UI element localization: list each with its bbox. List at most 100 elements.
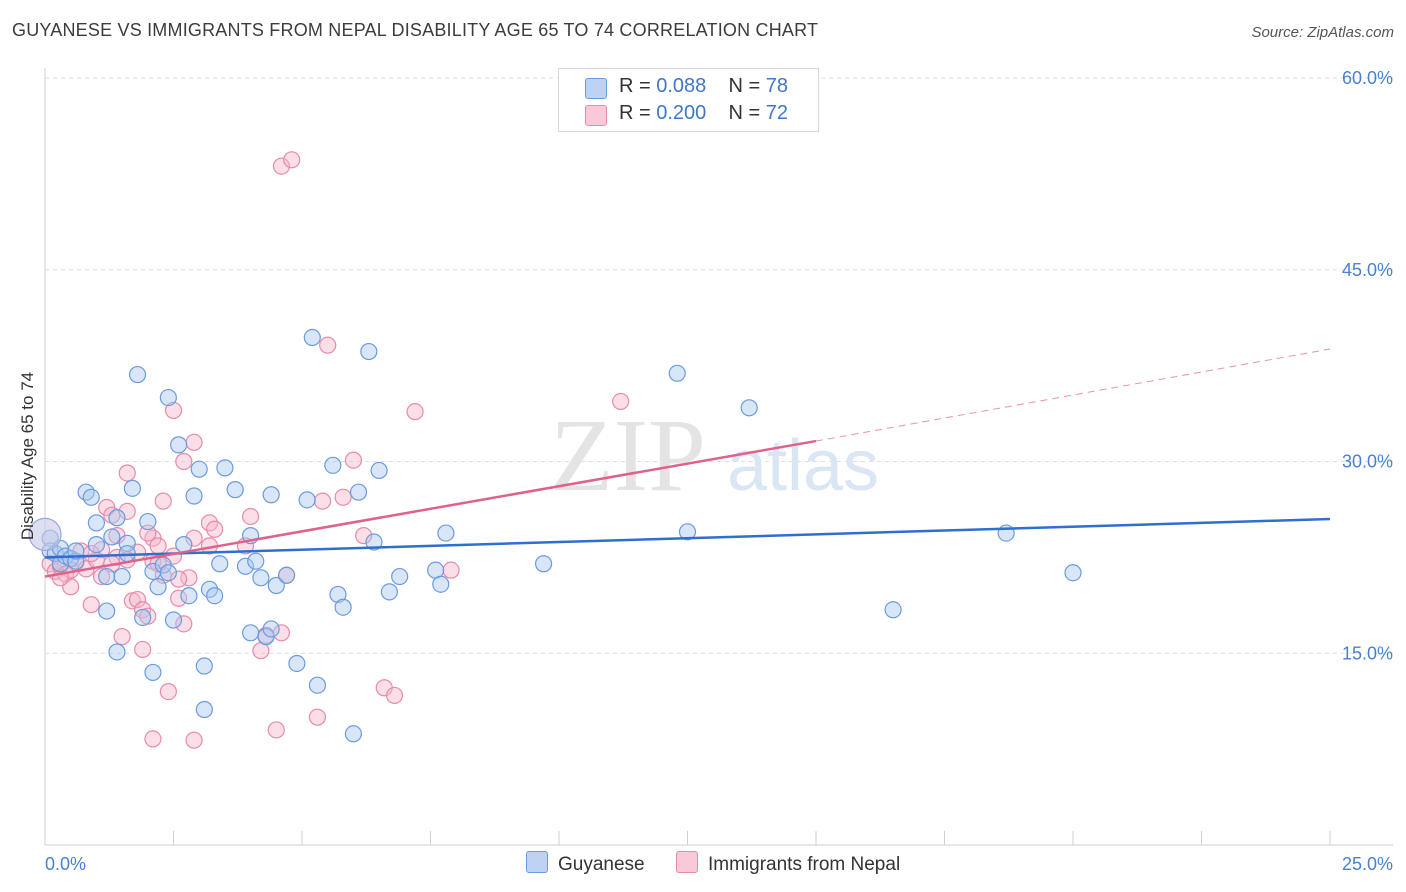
data-point-guyanese	[180, 587, 198, 605]
data-point-guyanese	[236, 557, 255, 575]
data-point-guyanese	[884, 601, 902, 619]
data-point-guyanese	[534, 555, 553, 573]
data-point-nepal	[92, 541, 111, 559]
bottom-legend-label-nepal: Immigrants from Nepal	[708, 854, 901, 875]
legend-n-value-nepal: 72	[765, 102, 789, 124]
data-point-nepal	[185, 433, 203, 451]
data-point-guyanese	[298, 491, 316, 509]
data-point-guyanese	[82, 488, 100, 506]
data-point-guyanese	[98, 602, 116, 620]
legend-r-value-guyanese: 0.088	[656, 75, 707, 97]
data-point-nepal	[406, 403, 424, 421]
data-point-guyanese	[108, 643, 126, 661]
legend-n-label: N =	[728, 75, 761, 97]
data-point-nepal	[128, 590, 147, 609]
data-point-guyanese	[216, 459, 234, 477]
series-guyanese-points	[28, 328, 1082, 743]
legend-n-value-guyanese: 78	[765, 75, 789, 97]
data-point-guyanese	[262, 486, 280, 504]
data-point-guyanese	[324, 456, 342, 474]
data-point-nepal	[308, 708, 327, 726]
data-point-guyanese	[437, 524, 455, 542]
data-point-nepal	[612, 392, 630, 411]
data-point-guyanese	[159, 564, 177, 582]
data-point-nepal	[442, 561, 460, 579]
data-point-guyanese	[668, 364, 686, 382]
data-point-cluster	[28, 517, 62, 551]
data-point-nepal	[159, 682, 177, 701]
bottom-legend-label-guyanese: Guyanese	[558, 854, 645, 875]
data-point-guyanese	[164, 611, 183, 629]
data-point-nepal	[154, 492, 172, 510]
data-point-guyanese	[170, 436, 188, 454]
data-point-guyanese	[277, 566, 296, 584]
y-tick-label: 60.0%	[1342, 68, 1393, 88]
data-point-guyanese	[252, 569, 270, 587]
data-point-guyanese	[103, 528, 121, 546]
data-point-guyanese	[380, 583, 398, 601]
data-point-guyanese	[159, 388, 177, 407]
legend-r-value-nepal: 0.200	[656, 102, 707, 124]
data-point-guyanese	[344, 725, 362, 743]
data-point-guyanese	[211, 555, 229, 573]
data-point-guyanese	[134, 608, 152, 627]
data-point-guyanese	[334, 598, 352, 616]
series-nepal-points	[41, 151, 630, 749]
legend-r-label: R =	[619, 102, 651, 124]
trend-line-nepal-extension	[815, 348, 1331, 442]
data-point-guyanese	[98, 567, 116, 586]
trend-line-nepal	[44, 439, 817, 578]
data-point-nepal	[175, 615, 193, 633]
data-point-guyanese	[262, 620, 280, 638]
y-tick-label: 30.0%	[1342, 452, 1393, 472]
data-point-guyanese	[365, 533, 383, 551]
axes	[44, 68, 1393, 846]
data-point-guyanese	[190, 460, 208, 478]
data-point-guyanese	[113, 567, 131, 586]
data-point-nepal	[92, 567, 111, 586]
data-point-guyanese	[288, 654, 306, 673]
data-point-nepal	[206, 520, 224, 538]
data-point-guyanese	[185, 487, 203, 505]
legend-swatch-nepal	[585, 105, 607, 126]
data-point-nepal	[344, 451, 362, 469]
data-point-guyanese	[118, 534, 136, 552]
data-point-guyanese	[67, 542, 85, 560]
data-point-guyanese	[267, 576, 285, 595]
data-point-guyanese	[77, 483, 95, 501]
grid-lines	[45, 77, 1393, 654]
data-point-nepal	[272, 157, 291, 175]
bottom-legend-swatch-nepal	[676, 851, 698, 873]
watermark-zip: ZIP	[550, 398, 706, 513]
data-point-nepal	[82, 596, 100, 614]
data-point-nepal	[185, 731, 203, 749]
data-point-nepal	[118, 502, 136, 520]
watermark-atlas: atlas	[727, 426, 879, 506]
bottom-legend-swatch-guyanese	[526, 851, 548, 873]
bottom-legend-guyanese: Guyanese	[526, 851, 645, 876]
data-point-guyanese	[391, 567, 409, 586]
trend-line-guyanese	[44, 517, 1331, 559]
y-tick-label: 15.0%	[1342, 643, 1393, 663]
data-point-nepal	[385, 686, 404, 705]
data-point-nepal	[175, 452, 193, 471]
data-point-guyanese	[128, 365, 147, 384]
data-point-guyanese	[149, 578, 167, 596]
legend-n-label: N =	[728, 102, 761, 124]
data-point-guyanese	[360, 342, 378, 361]
data-point-guyanese	[87, 514, 106, 532]
data-point-nepal	[164, 401, 183, 419]
legend-swatch-guyanese	[585, 78, 607, 99]
data-point-nepal	[242, 507, 260, 526]
data-point-guyanese	[329, 585, 347, 604]
source-credit: Source: ZipAtlas.com	[1251, 24, 1394, 41]
data-point-guyanese	[308, 676, 327, 694]
data-point-guyanese	[108, 509, 126, 527]
y-tick-label: 45.0%	[1342, 260, 1393, 280]
data-point-guyanese	[123, 479, 141, 497]
chart-title: GUYANESE VS IMMIGRANTS FROM NEPAL DISABI…	[12, 20, 819, 40]
data-point-nepal	[144, 730, 162, 748]
data-point-guyanese	[242, 624, 260, 642]
data-point-guyanese	[740, 399, 758, 417]
